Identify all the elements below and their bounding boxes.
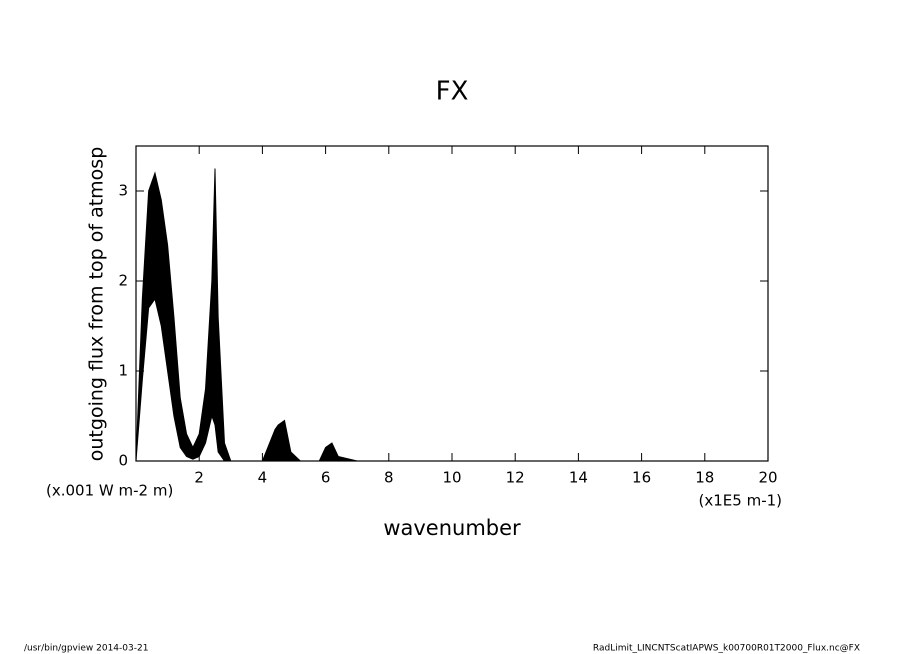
x-tick-label: 8: [384, 469, 394, 487]
x-axis-unit: (x1E5 m-1): [699, 492, 782, 510]
flux-band: [135, 168, 768, 462]
x-tick-label: 6: [321, 469, 331, 487]
y-axis-unit: (x.001 W m-2 m): [46, 482, 173, 500]
footer-right: RadLimit_LINCNTScatIAPWS_k00700R01T2000_…: [593, 644, 860, 654]
chart-title: FX: [436, 77, 469, 107]
footer-left: /usr/bin/gpview 2014-03-21: [24, 644, 148, 654]
x-tick-label: 18: [695, 469, 714, 487]
x-tick-label: 14: [569, 469, 588, 487]
y-tick-label: 1: [118, 362, 128, 380]
x-tick-label: 10: [442, 469, 461, 487]
x-axis-label: wavenumber: [383, 516, 521, 540]
plot-frame: [135, 145, 769, 462]
y-tick-label: 2: [118, 272, 128, 290]
band-lower-edge: [135, 297, 768, 462]
x-tick-label: 12: [506, 469, 525, 487]
y-tick-label: 0: [118, 452, 128, 470]
x-tick-label: 16: [632, 469, 651, 487]
y-axis-label: outgoing flux from top of atmosp: [86, 147, 108, 461]
x-tick-label: 20: [758, 469, 777, 487]
x-tick-label: 2: [194, 469, 204, 487]
x-tick-label: 4: [258, 469, 268, 487]
y-tick-label: 3: [118, 182, 128, 200]
